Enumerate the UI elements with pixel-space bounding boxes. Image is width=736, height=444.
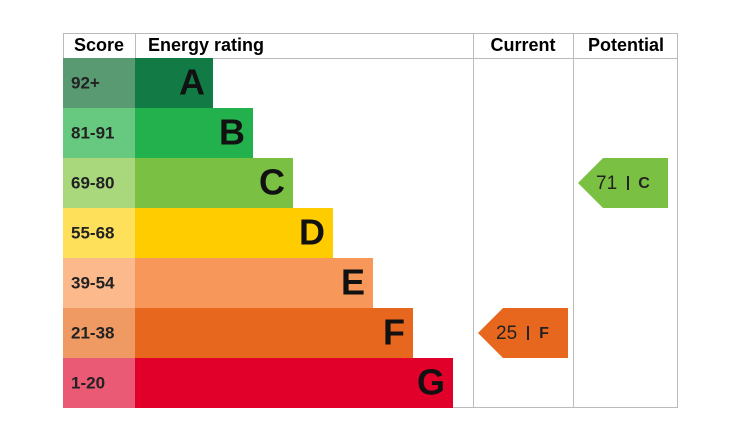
potential-arrow: [578, 158, 668, 208]
score-cell: [63, 158, 135, 208]
score-cell: [63, 108, 135, 158]
rating-bar: [135, 108, 253, 158]
score-cell: [63, 358, 135, 408]
score-cell: [63, 308, 135, 358]
score-label: 55-68: [71, 223, 114, 242]
band-letter: B: [219, 112, 245, 153]
current-letter: F: [539, 325, 549, 342]
header-rating: Energy rating: [148, 35, 264, 55]
current-value: 25: [496, 323, 517, 344]
score-cell: [63, 208, 135, 258]
score-label: 1-20: [71, 373, 105, 392]
band-letter: E: [341, 262, 365, 303]
rating-bar: [135, 358, 453, 408]
band-letter: G: [417, 362, 445, 403]
score-cell: [63, 58, 135, 108]
potential-letter: C: [638, 175, 650, 192]
header-potential: Potential: [588, 35, 664, 55]
rating-bar: [135, 258, 373, 308]
header-score: Score: [74, 35, 124, 55]
band-letter: C: [259, 162, 285, 203]
current-arrow: [478, 308, 568, 358]
rating-bar: [135, 308, 413, 358]
rating-bar: [135, 158, 293, 208]
rating-bar: [135, 58, 213, 108]
rating-bar: [135, 208, 333, 258]
score-label: 39-54: [71, 273, 115, 292]
score-label: 81-91: [71, 123, 114, 142]
score-label: 21-38: [71, 323, 114, 342]
potential-value: 71: [596, 173, 617, 194]
header-current: Current: [490, 35, 555, 55]
band-letter: A: [179, 62, 205, 103]
score-label: 69-80: [71, 173, 114, 192]
band-letter: D: [299, 212, 325, 253]
score-label: 92+: [71, 73, 100, 92]
band-letter: F: [383, 312, 405, 353]
score-cell: [63, 258, 135, 308]
